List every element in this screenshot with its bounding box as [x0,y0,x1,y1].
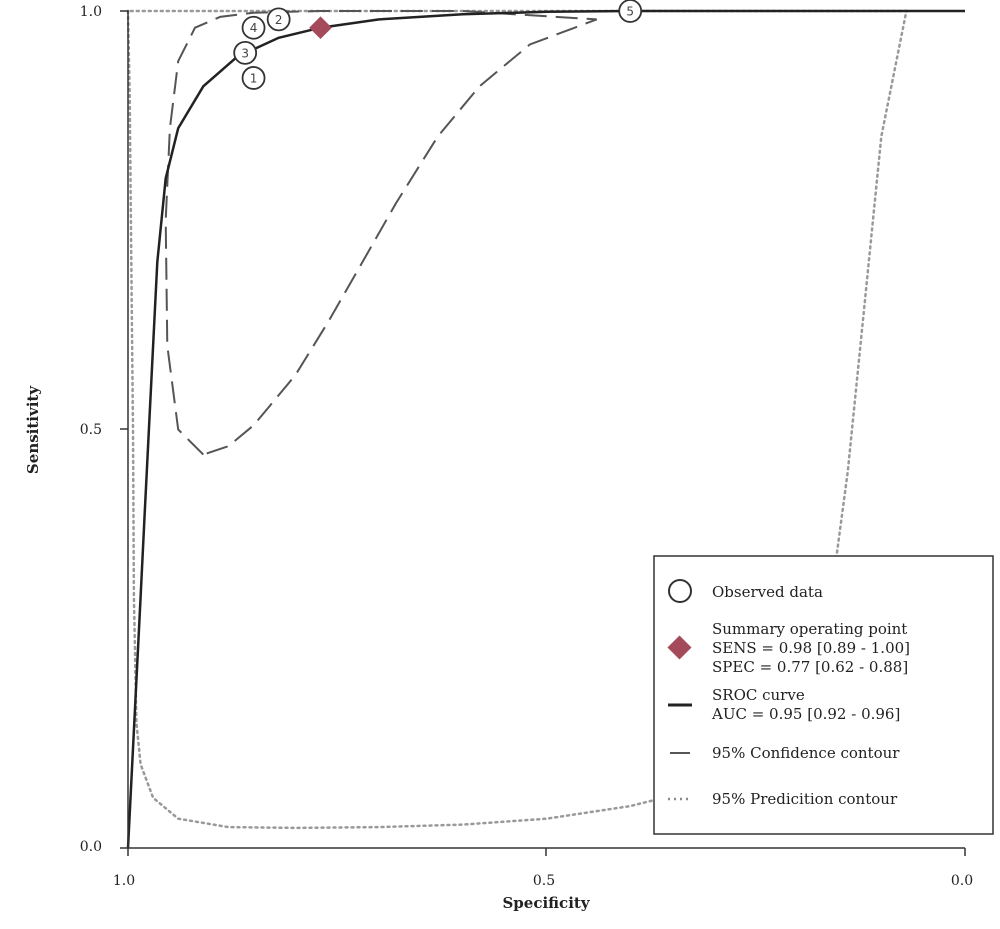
legend-prediction-label: 95% Predicition contour [712,790,898,808]
y-axis-title: Sensitivity [24,385,42,474]
y-tick-label-mid: 0.5 [80,422,102,438]
x-tick-label-right: 0.0 [951,873,973,889]
observed-point-2 [266,7,291,32]
observed-point-label-3: 3 [241,46,249,60]
y-tick-label-top: 1.0 [80,4,102,20]
legend-box [653,555,994,835]
legend-sroc-label: SROC curve [712,686,805,704]
legend: Observed data Summary operating point SE… [653,555,994,835]
observed-point-4 [241,15,266,40]
observed-point-3 [233,40,258,65]
legend-confidence-label: 95% Confidence contour [712,744,900,762]
observed-point-1 [241,66,266,90]
observed-point-label-2: 2 [275,13,283,27]
legend-observed-label: Observed data [712,583,823,601]
legend-summary-label: Summary operating point [712,620,907,638]
observed-point-label-4: 4 [250,21,258,35]
observed-point-5 [618,0,643,23]
observed-point-label-1: 1 [250,71,258,85]
x-axis-title: Specificity [502,894,590,912]
sroc-curve-line [126,9,965,849]
y-tick-label-bottom: 0.0 [80,839,102,855]
x-tick-label-mid: 0.5 [533,873,555,889]
legend-observed-symbol [668,579,692,603]
legend-spec-label: SPEC = 0.77 [0.62 - 0.88] [712,658,908,676]
x-tick-label-left: 1.0 [113,873,135,889]
summary-operating-point [309,16,332,40]
legend-sens-label: SENS = 0.98 [0.89 - 1.00] [712,639,910,657]
legend-auc-label: AUC = 0.95 [0.92 - 0.96] [711,705,900,723]
observed-point-label-5: 5 [626,5,634,19]
confidence-contour-line [164,10,598,456]
plot-area: 1 2 34 5 [126,0,965,849]
